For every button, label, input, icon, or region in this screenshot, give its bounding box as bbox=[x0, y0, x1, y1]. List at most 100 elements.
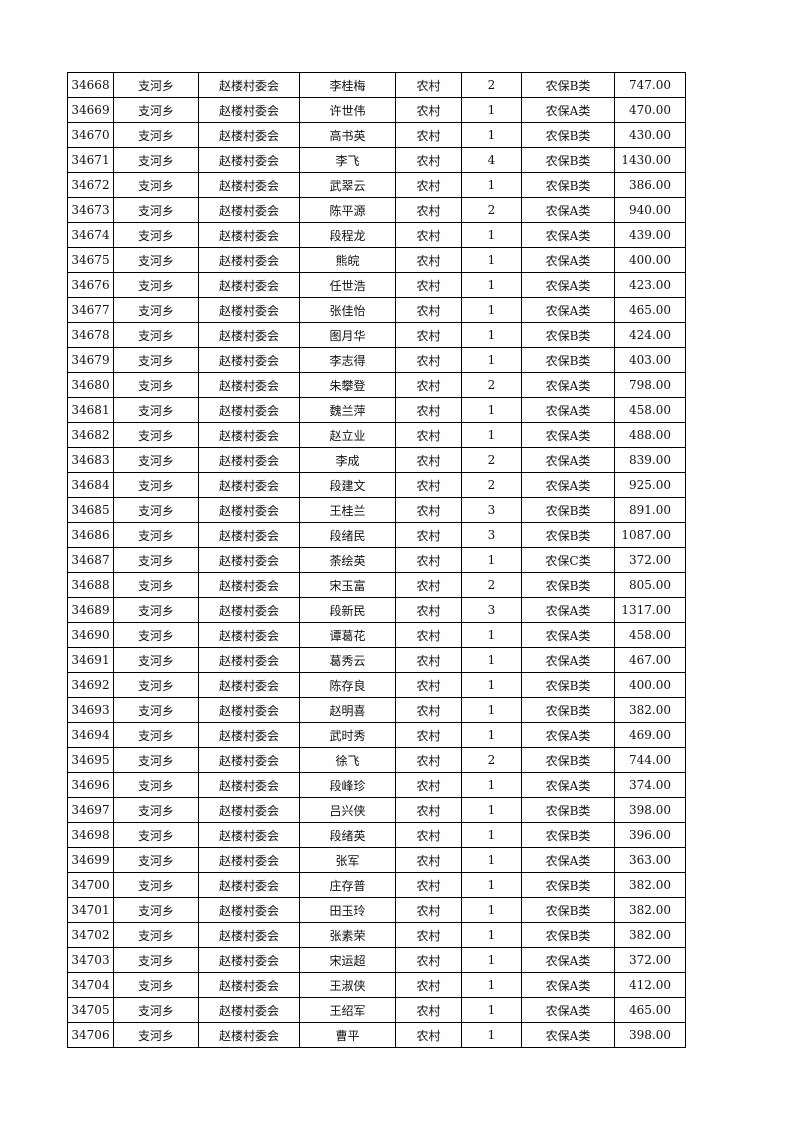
table-row: 34687 支河乡 赵楼村委会 荼绘英 农村 1 农保C类 372.00 bbox=[67, 547, 686, 573]
insurance-type-cell: 农保A类 bbox=[521, 247, 615, 273]
area-type-cell: 农村 bbox=[395, 797, 462, 823]
township-cell: 支河乡 bbox=[113, 322, 199, 348]
amount-cell: 382.00 bbox=[614, 897, 686, 923]
township-cell: 支河乡 bbox=[113, 797, 199, 823]
household-count-cell: 1 bbox=[461, 347, 522, 373]
table-row: 34701 支河乡 赵楼村委会 田玉玲 农村 1 农保B类 382.00 bbox=[67, 897, 686, 923]
household-count-cell: 1 bbox=[461, 122, 522, 148]
name-cell: 段峰珍 bbox=[299, 772, 396, 798]
township-cell: 支河乡 bbox=[113, 597, 199, 623]
id-cell: 34678 bbox=[67, 322, 114, 348]
township-cell: 支河乡 bbox=[113, 622, 199, 648]
household-count-cell: 1 bbox=[461, 622, 522, 648]
area-type-cell: 农村 bbox=[395, 997, 462, 1023]
insurance-type-cell: 农保A类 bbox=[521, 1022, 615, 1048]
amount-cell: 430.00 bbox=[614, 122, 686, 148]
area-type-cell: 农村 bbox=[395, 272, 462, 298]
table-row: 34686 支河乡 赵楼村委会 段绪民 农村 3 农保B类 1087.00 bbox=[67, 522, 686, 548]
household-count-cell: 1 bbox=[461, 322, 522, 348]
household-count-cell: 1 bbox=[461, 397, 522, 423]
household-count-cell: 2 bbox=[461, 372, 522, 398]
area-type-cell: 农村 bbox=[395, 197, 462, 223]
table-row: 34671 支河乡 赵楼村委会 李飞 农村 4 农保B类 1430.00 bbox=[67, 147, 686, 173]
area-type-cell: 农村 bbox=[395, 722, 462, 748]
insurance-type-cell: 农保A类 bbox=[521, 722, 615, 748]
village-cell: 赵楼村委会 bbox=[198, 197, 300, 223]
household-count-cell: 2 bbox=[461, 472, 522, 498]
township-cell: 支河乡 bbox=[113, 147, 199, 173]
id-cell: 34669 bbox=[67, 97, 114, 123]
village-cell: 赵楼村委会 bbox=[198, 697, 300, 723]
id-cell: 34682 bbox=[67, 422, 114, 448]
name-cell: 李桂梅 bbox=[299, 72, 396, 98]
household-count-cell: 1 bbox=[461, 672, 522, 698]
name-cell: 陈平源 bbox=[299, 197, 396, 223]
amount-cell: 469.00 bbox=[614, 722, 686, 748]
table-row: 34675 支河乡 赵楼村委会 熊皖 农村 1 农保A类 400.00 bbox=[67, 247, 686, 273]
township-cell: 支河乡 bbox=[113, 972, 199, 998]
village-cell: 赵楼村委会 bbox=[198, 747, 300, 773]
insurance-type-cell: 农保B类 bbox=[521, 672, 615, 698]
household-count-cell: 1 bbox=[461, 272, 522, 298]
amount-cell: 465.00 bbox=[614, 997, 686, 1023]
insurance-type-cell: 农保B类 bbox=[521, 747, 615, 773]
amount-cell: 465.00 bbox=[614, 297, 686, 323]
household-count-cell: 1 bbox=[461, 897, 522, 923]
table-row: 34689 支河乡 赵楼村委会 段新民 农村 3 农保A类 1317.00 bbox=[67, 597, 686, 623]
household-count-cell: 1 bbox=[461, 422, 522, 448]
area-type-cell: 农村 bbox=[395, 297, 462, 323]
township-cell: 支河乡 bbox=[113, 747, 199, 773]
id-cell: 34686 bbox=[67, 522, 114, 548]
amount-cell: 423.00 bbox=[614, 272, 686, 298]
township-cell: 支河乡 bbox=[113, 72, 199, 98]
township-cell: 支河乡 bbox=[113, 847, 199, 873]
records-table: 34668 支河乡 赵楼村委会 李桂梅 农村 2 农保B类 747.00 34669 支河乡 赵楼村… bbox=[67, 72, 686, 1048]
household-count-cell: 2 bbox=[461, 572, 522, 598]
household-count-cell: 1 bbox=[461, 972, 522, 998]
amount-cell: 1317.00 bbox=[614, 597, 686, 623]
insurance-type-cell: 农保A类 bbox=[521, 997, 615, 1023]
table-row: 34683 支河乡 赵楼村委会 李成 农村 2 农保A类 839.00 bbox=[67, 447, 686, 473]
township-cell: 支河乡 bbox=[113, 447, 199, 473]
id-cell: 34683 bbox=[67, 447, 114, 473]
id-cell: 34670 bbox=[67, 122, 114, 148]
township-cell: 支河乡 bbox=[113, 372, 199, 398]
insurance-type-cell: 农保B类 bbox=[521, 522, 615, 548]
village-cell: 赵楼村委会 bbox=[198, 722, 300, 748]
amount-cell: 398.00 bbox=[614, 797, 686, 823]
table-row: 34688 支河乡 赵楼村委会 宋玉富 农村 2 农保B类 805.00 bbox=[67, 572, 686, 598]
township-cell: 支河乡 bbox=[113, 647, 199, 673]
township-cell: 支河乡 bbox=[113, 997, 199, 1023]
table-row: 34674 支河乡 赵楼村委会 段程龙 农村 1 农保A类 439.00 bbox=[67, 222, 686, 248]
table-row: 34670 支河乡 赵楼村委会 高书英 农村 1 农保B类 430.00 bbox=[67, 122, 686, 148]
id-cell: 34685 bbox=[67, 497, 114, 523]
household-count-cell: 1 bbox=[461, 922, 522, 948]
amount-cell: 382.00 bbox=[614, 872, 686, 898]
insurance-type-cell: 农保B类 bbox=[521, 797, 615, 823]
id-cell: 34671 bbox=[67, 147, 114, 173]
id-cell: 34699 bbox=[67, 847, 114, 873]
village-cell: 赵楼村委会 bbox=[198, 447, 300, 473]
amount-cell: 1087.00 bbox=[614, 522, 686, 548]
village-cell: 赵楼村委会 bbox=[198, 647, 300, 673]
amount-cell: 398.00 bbox=[614, 1022, 686, 1048]
area-type-cell: 农村 bbox=[395, 922, 462, 948]
id-cell: 34687 bbox=[67, 547, 114, 573]
insurance-type-cell: 农保B类 bbox=[521, 922, 615, 948]
household-count-cell: 1 bbox=[461, 172, 522, 198]
village-cell: 赵楼村委会 bbox=[198, 172, 300, 198]
id-cell: 34706 bbox=[67, 1022, 114, 1048]
area-type-cell: 农村 bbox=[395, 947, 462, 973]
insurance-type-cell: 农保A类 bbox=[521, 947, 615, 973]
household-count-cell: 1 bbox=[461, 822, 522, 848]
area-type-cell: 农村 bbox=[395, 522, 462, 548]
village-cell: 赵楼村委会 bbox=[198, 972, 300, 998]
township-cell: 支河乡 bbox=[113, 522, 199, 548]
amount-cell: 458.00 bbox=[614, 397, 686, 423]
village-cell: 赵楼村委会 bbox=[198, 422, 300, 448]
township-cell: 支河乡 bbox=[113, 347, 199, 373]
village-cell: 赵楼村委会 bbox=[198, 272, 300, 298]
amount-cell: 488.00 bbox=[614, 422, 686, 448]
amount-cell: 400.00 bbox=[614, 672, 686, 698]
township-cell: 支河乡 bbox=[113, 272, 199, 298]
